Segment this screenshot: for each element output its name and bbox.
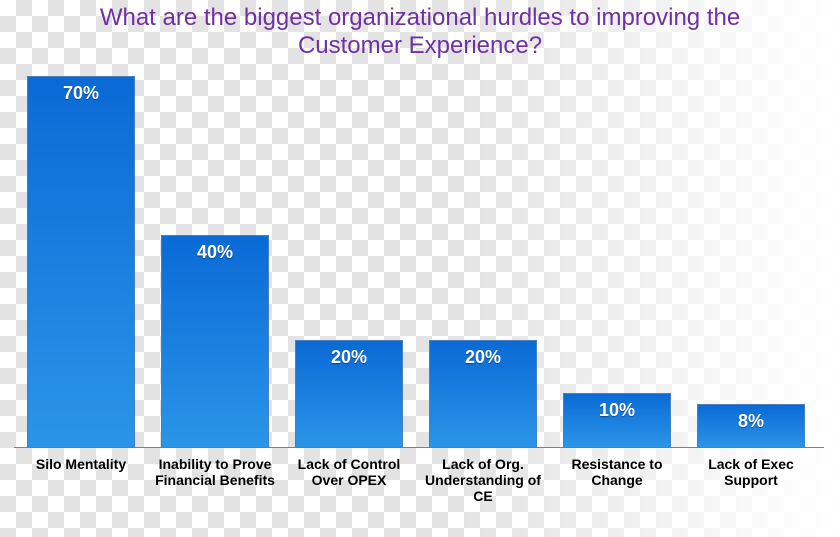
bar: 20% bbox=[429, 340, 537, 448]
plot-area: 70% 40% 20% 20% 10% 8% bbox=[14, 78, 824, 448]
bar-value-label: 8% bbox=[698, 411, 804, 432]
bar-slot: 20% bbox=[295, 78, 403, 448]
bar-slot: 20% bbox=[429, 78, 537, 448]
bar-slot: 8% bbox=[697, 78, 805, 448]
bar-value-label: 20% bbox=[296, 347, 402, 368]
category-label: Silo Mentality bbox=[14, 456, 148, 472]
bar-slot: 70% bbox=[27, 78, 135, 448]
chart-title: What are the biggest organizational hurd… bbox=[0, 4, 840, 61]
category-label: Resistance to Change bbox=[550, 456, 684, 488]
bar-slot: 40% bbox=[161, 78, 269, 448]
category-label: Lack of Control Over OPEX bbox=[282, 456, 416, 488]
bar: 20% bbox=[295, 340, 403, 448]
bar-value-label: 20% bbox=[430, 347, 536, 368]
bar-value-label: 70% bbox=[28, 83, 134, 104]
bar-value-label: 10% bbox=[564, 400, 670, 421]
bar-slot: 10% bbox=[563, 78, 671, 448]
bar: 10% bbox=[563, 393, 671, 448]
bar: 8% bbox=[697, 404, 805, 448]
bar: 70% bbox=[27, 76, 135, 448]
bar: 40% bbox=[161, 235, 269, 448]
chart-canvas: What are the biggest organizational hurd… bbox=[0, 0, 840, 537]
category-label: Lack of Org. Understanding of CE bbox=[416, 456, 550, 504]
bar-value-label: 40% bbox=[162, 242, 268, 263]
category-label: Lack of Exec Support bbox=[684, 456, 818, 488]
category-label: Inability to Prove Financial Benefits bbox=[148, 456, 282, 488]
